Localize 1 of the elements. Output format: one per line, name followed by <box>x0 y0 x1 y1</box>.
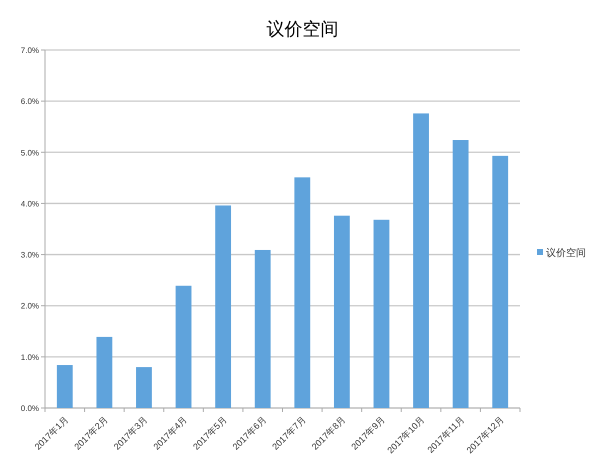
title: 议价空间 <box>266 19 338 39</box>
